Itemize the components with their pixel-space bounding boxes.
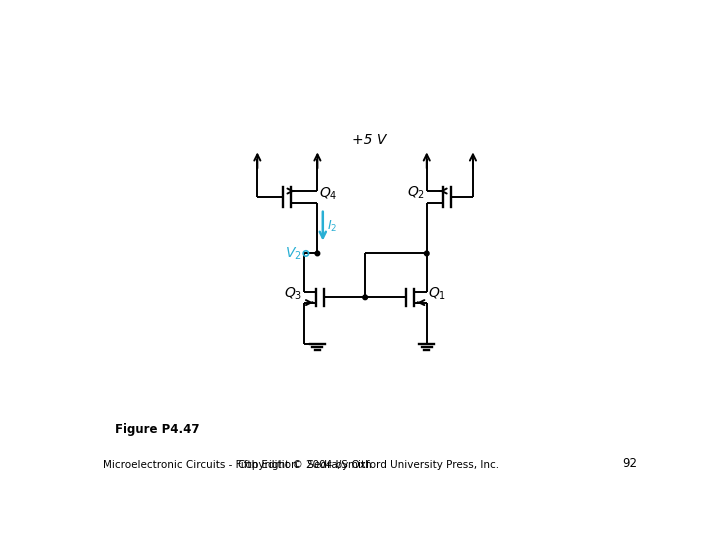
Text: $I_2$: $I_2$ <box>327 219 337 234</box>
Text: $Q_3$: $Q_3$ <box>284 286 302 302</box>
Circle shape <box>363 295 367 300</box>
Text: +5 V: +5 V <box>352 133 386 147</box>
Circle shape <box>315 251 320 256</box>
Text: $V_2$: $V_2$ <box>285 245 302 262</box>
Text: Figure P4.47: Figure P4.47 <box>115 423 199 436</box>
Circle shape <box>425 251 429 256</box>
Text: Copyright © 2004 by Oxford University Press, Inc.: Copyright © 2004 by Oxford University Pr… <box>238 460 500 470</box>
Text: $Q_4$: $Q_4$ <box>319 186 338 202</box>
Text: $Q_1$: $Q_1$ <box>428 286 446 302</box>
Text: 92: 92 <box>622 457 637 470</box>
Text: Microelectronic Circuits - Fifth Edition   Sedra/Smith: Microelectronic Circuits - Fifth Edition… <box>104 460 372 470</box>
Text: $Q_2$: $Q_2$ <box>407 185 426 201</box>
